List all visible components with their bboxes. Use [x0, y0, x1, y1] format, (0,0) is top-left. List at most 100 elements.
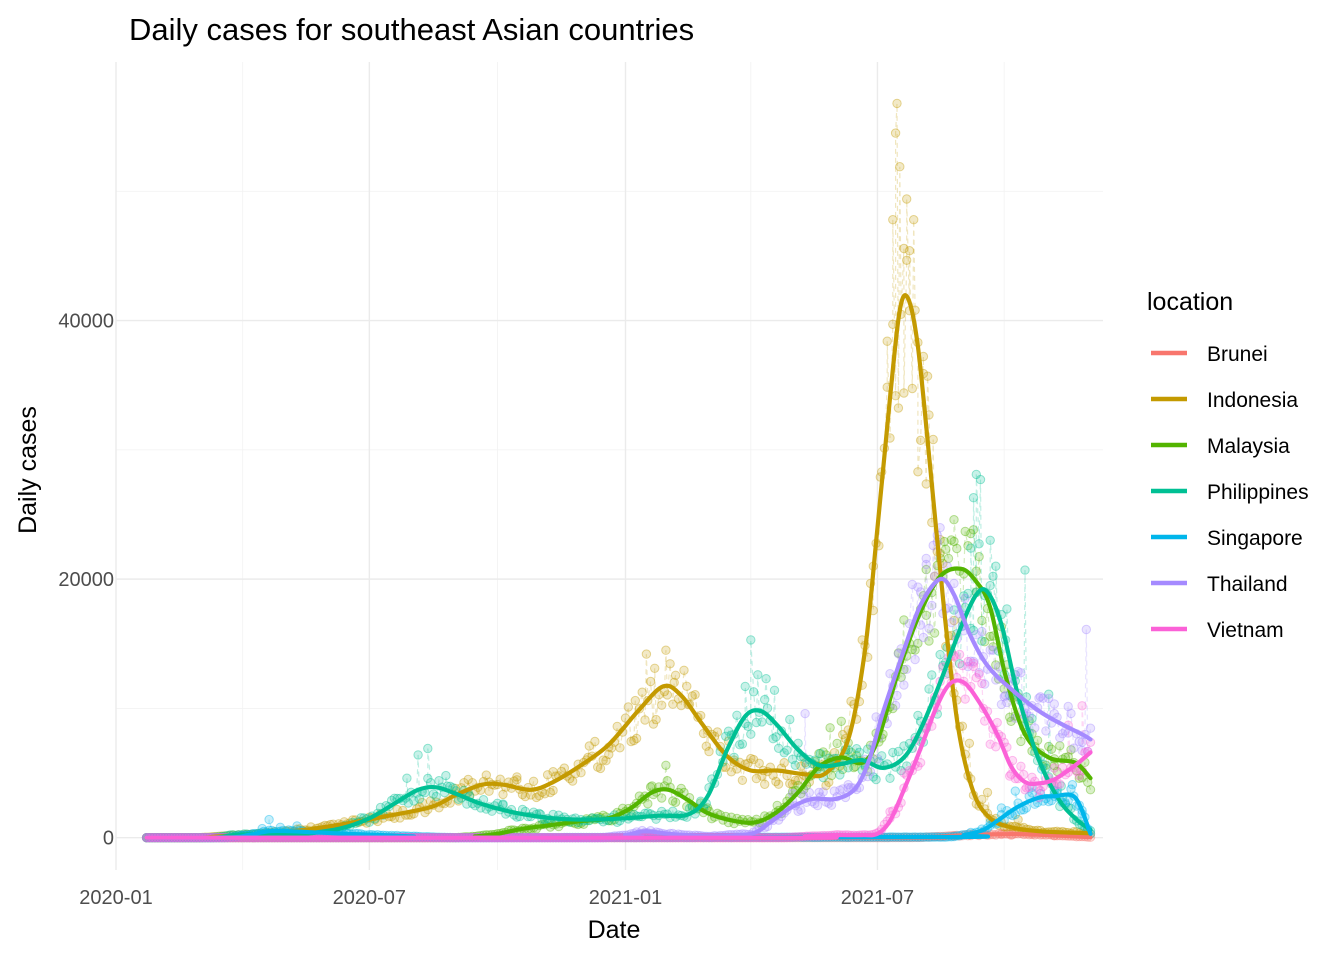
series-malaysia-point: [1066, 745, 1076, 755]
series-thailand-point: [999, 691, 1009, 702]
series-indonesia-point: [682, 681, 692, 691]
series-philippines-point: [968, 493, 979, 503]
series-indonesia-point: [498, 789, 508, 800]
series-indonesia-point: [548, 785, 558, 796]
series-singapore-point: [1063, 796, 1073, 806]
series-philippines-point: [431, 791, 441, 802]
series-vietnam-point: [1016, 761, 1026, 771]
series-philippines-point: [966, 543, 976, 553]
series-thailand-point: [872, 754, 883, 764]
series-thailand-point: [985, 645, 995, 655]
series-vietnam-point: [1071, 766, 1082, 776]
series-thailand-point: [1038, 693, 1048, 703]
series-thailand-point: [1030, 723, 1040, 733]
series-thailand-point: [1074, 737, 1085, 747]
legend-label-singapore: Singapore: [1207, 527, 1303, 550]
legend-items: Brunei Indonesia Malaysia Philippines Singap…: [1151, 343, 1309, 642]
series-malaysia-point: [974, 552, 984, 562]
series-thailand-point: [1002, 697, 1012, 708]
series-indonesia-point: [648, 719, 659, 729]
series-indonesia-point: [481, 770, 491, 780]
series-philippines-point: [721, 731, 731, 741]
series-thailand-point: [921, 559, 931, 570]
series-indonesia-point: [631, 733, 642, 744]
series-malaysia-point: [662, 776, 672, 786]
series-philippines-trend-line: [144, 587, 1093, 840]
series-malaysia-point: [1046, 744, 1057, 754]
series-indonesia-point: [701, 741, 711, 751]
series-indonesia-point: [661, 645, 671, 655]
series-indonesia-point: [615, 743, 625, 753]
series-philippines-point: [434, 776, 444, 786]
legend: location Brunei Indonesia Malaysia Philippi…: [1147, 288, 1309, 642]
legend-label-thailand: Thailand: [1207, 573, 1288, 596]
series-malaysia-point: [966, 528, 976, 539]
series-thailand-point: [826, 800, 837, 810]
series-philippines-point: [927, 670, 937, 680]
series-indonesia-point: [593, 762, 603, 772]
series-vietnam-point: [971, 673, 981, 683]
series-malaysia-point: [1085, 785, 1096, 795]
series-indonesia-point: [949, 615, 959, 626]
series-philippines-point: [924, 684, 934, 694]
series-thailand-point: [835, 785, 845, 795]
series-vietnam-point: [1020, 785, 1030, 795]
series-indonesia-point: [760, 779, 770, 789]
series-indonesia-point: [787, 779, 798, 789]
series-thailand-point: [899, 680, 909, 690]
series-indonesia-point: [629, 735, 639, 746]
series-indonesia-point: [909, 215, 919, 225]
series-vietnam-point: [960, 694, 970, 704]
series-philippines-point: [737, 739, 748, 749]
series-philippines-point: [403, 798, 413, 808]
series-philippines-point: [723, 726, 734, 736]
series-malaysia-point: [977, 615, 987, 626]
series-malaysia-point: [980, 637, 990, 647]
series-philippines-point: [971, 469, 981, 480]
series-malaysia-point: [814, 748, 824, 759]
series-vietnam-point: [899, 768, 909, 778]
series-thailand-point: [800, 708, 810, 719]
series-thailand-point: [968, 656, 979, 667]
x-axis-title: Date: [588, 916, 641, 944]
series-thailand-point: [1016, 668, 1026, 678]
series-indonesia-point: [687, 691, 697, 701]
series-indonesia-point: [892, 98, 902, 109]
series-vietnam-point: [957, 660, 968, 671]
series-vietnam-point: [974, 669, 984, 679]
series-indonesia-point: [676, 700, 686, 711]
series-indonesia-point: [584, 741, 594, 751]
series-indonesia-point: [751, 773, 762, 784]
legend-item-malaysia: Malaysia: [1151, 435, 1290, 458]
series-indonesia-point: [913, 467, 923, 477]
series-indonesia-point: [921, 479, 931, 489]
series-vietnam-point: [1035, 785, 1046, 796]
series-indonesia-point: [548, 767, 558, 777]
series-indonesia-point: [890, 391, 901, 401]
series-philippines-point: [988, 571, 998, 581]
series-indonesia-point: [902, 194, 912, 204]
series-thailand-point: [980, 679, 990, 689]
trend-lines-layer: [144, 293, 1093, 840]
series-indonesia-point: [824, 777, 834, 787]
y-tick-label: 40000: [58, 311, 114, 333]
series-thailand-point: [946, 617, 956, 628]
series-malaysia-point: [971, 566, 981, 576]
series-indonesia-point: [417, 797, 427, 808]
series-thailand-point: [838, 784, 848, 794]
series-malaysia-point: [818, 747, 828, 757]
series-indonesia-point: [612, 721, 622, 732]
series-indonesia-point: [512, 772, 522, 782]
series-philippines-point: [868, 772, 878, 782]
series-philippines-point: [409, 796, 419, 806]
legend-label-malaysia: Malaysia: [1207, 435, 1290, 458]
series-thailand-point: [921, 553, 931, 564]
series-indonesia-point: [604, 749, 614, 760]
series-malaysia-point: [941, 544, 951, 554]
series-malaysia-point: [821, 750, 831, 760]
series-philippines-point: [732, 710, 742, 720]
series-indonesia-point: [679, 665, 689, 675]
series-thailand-point: [1049, 708, 1060, 719]
series-malaysia-point: [657, 793, 667, 803]
series-philippines-point: [423, 743, 433, 754]
